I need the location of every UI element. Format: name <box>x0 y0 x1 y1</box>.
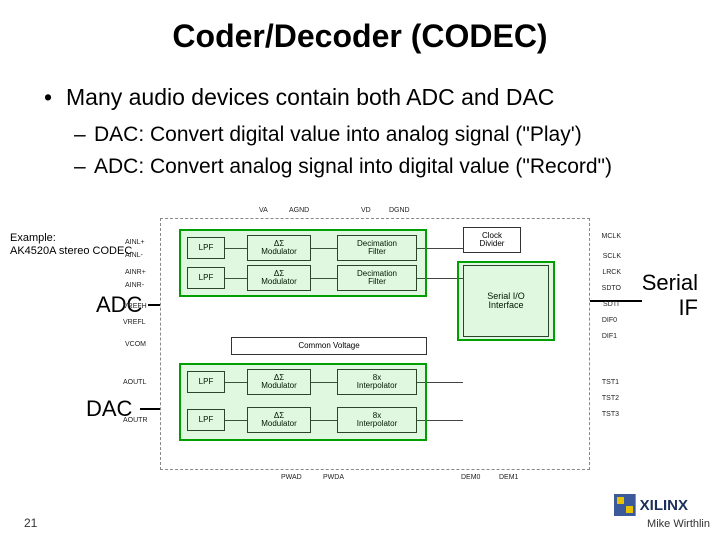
diagram-wire <box>311 278 337 279</box>
block-ds-mod2: ΔΣ Modulator <box>247 265 311 291</box>
bullet-level1: Many audio devices contain both ADC and … <box>44 83 700 112</box>
block-common-voltage: Common Voltage <box>231 337 427 355</box>
pin-vrefh: VREFH <box>123 303 147 310</box>
bullet-level2-dac: DAC: Convert digital value into analog s… <box>44 122 700 148</box>
block-decimation1: Decimation Filter <box>337 235 417 261</box>
xilinx-logo-text: XILINX <box>640 497 688 514</box>
diagram-wire <box>225 278 247 279</box>
pin-dif1: DIF1 <box>602 333 617 340</box>
xilinx-logo-mark <box>614 494 636 516</box>
diagram-wire <box>417 420 463 421</box>
pin-ainlm: AINL- <box>125 252 143 259</box>
block-lpf4: LPF <box>187 409 225 431</box>
pin-vrefl: VREFL <box>123 319 146 326</box>
diagram-wire <box>311 382 337 383</box>
example-line2: AK4520A stereo CODEC <box>10 245 132 257</box>
block-ds-mod1: ΔΣ Modulator <box>247 235 311 261</box>
pin-dem0: DEM0 <box>461 474 480 481</box>
diagram-wire <box>311 248 337 249</box>
bullet-level2-adc: ADC: Convert analog signal into digital … <box>44 154 700 180</box>
pin-sclk: SCLK <box>603 253 621 260</box>
serial-line1: Serial <box>642 270 698 295</box>
author-name: Mike Wirthlin <box>647 518 710 530</box>
block-serial-io: Serial I/O Interface <box>463 265 549 337</box>
pin-vcom: VCOM <box>125 341 146 348</box>
block-lpf1: LPF <box>187 237 225 259</box>
bullet-list: Many audio devices contain both ADC and … <box>0 83 720 180</box>
pin-mclk: MCLK <box>602 233 621 240</box>
page-number: 21 <box>24 516 37 530</box>
pin-dgnd: DGND <box>389 207 410 214</box>
pin-sdto: SDTO <box>602 285 621 292</box>
block-decimation2: Decimation Filter <box>337 265 417 291</box>
diagram-wire <box>225 420 247 421</box>
block-interp2: 8x Interpolator <box>337 407 417 433</box>
pin-aoutl: AOUTL <box>123 379 146 386</box>
example-label: Example: AK4520A stereo CODEC <box>10 232 132 258</box>
block-ds-mod4: ΔΣ Modulator <box>247 407 311 433</box>
pin-tst2: TST2 <box>602 395 619 402</box>
block-ds-mod3: ΔΣ Modulator <box>247 369 311 395</box>
codec-block-diagram: VA AGND VD DGND AINL+ AINL- AINR+ AINR- … <box>160 218 590 470</box>
pin-dif0: DIF0 <box>602 317 617 324</box>
xilinx-logo: XILINX <box>614 494 688 516</box>
diagram-wire <box>311 420 337 421</box>
serial-if-callout: Serial IF <box>642 270 698 321</box>
pin-lrck: LRCK <box>602 269 621 276</box>
pin-agnd: AGND <box>289 207 309 214</box>
pin-ainrp: AINR+ <box>125 269 146 276</box>
block-lpf3: LPF <box>187 371 225 393</box>
diagram-wire <box>225 382 247 383</box>
block-interp1: 8x Interpolator <box>337 369 417 395</box>
example-line1: Example: <box>10 232 56 244</box>
diagram-wire <box>225 248 247 249</box>
pin-tst1: TST1 <box>602 379 619 386</box>
diagram-wire <box>417 382 463 383</box>
block-lpf2: LPF <box>187 267 225 289</box>
pin-sdti: SDTI <box>603 301 619 308</box>
pin-va: VA <box>259 207 268 214</box>
pin-tst3: TST3 <box>602 411 619 418</box>
pin-ainlp: AINL+ <box>125 239 145 246</box>
diagram-wire <box>417 278 463 279</box>
pin-aoutr: AOUTR <box>123 417 148 424</box>
serial-line2: IF <box>678 295 698 320</box>
pin-pwad: PWAD <box>281 474 302 481</box>
pin-ainrm: AINR- <box>125 282 144 289</box>
pin-vd: VD <box>361 207 371 214</box>
block-clock-divider: Clock Divider <box>463 227 521 253</box>
slide-title: Coder/Decoder (CODEC) <box>0 0 720 55</box>
diagram-wire <box>417 248 463 249</box>
pin-dem1: DEM1 <box>499 474 518 481</box>
pin-pwda: PWDA <box>323 474 344 481</box>
